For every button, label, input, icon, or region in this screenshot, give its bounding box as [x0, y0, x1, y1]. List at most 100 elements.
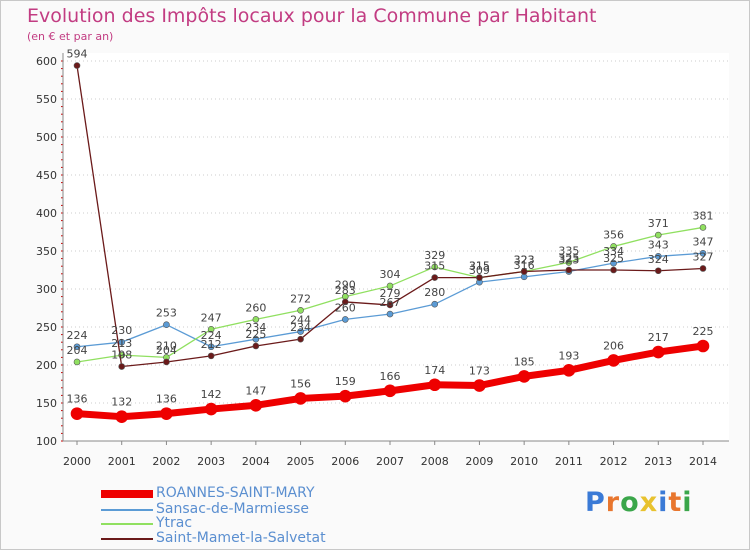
- data-label: 206: [603, 339, 624, 352]
- data-label: 381: [693, 209, 714, 222]
- data-point: [204, 402, 218, 416]
- data-point: [294, 392, 307, 405]
- data-point: [163, 358, 170, 366]
- data-point: [297, 306, 304, 314]
- data-point: [383, 384, 397, 398]
- y-tick-label: 350: [36, 245, 57, 258]
- chart-title: Evolution des Impôts locaux pour la Comm…: [27, 5, 597, 27]
- y-tick-label: 550: [36, 93, 57, 106]
- data-label: 253: [156, 307, 177, 320]
- data-label: 234: [290, 321, 311, 334]
- data-point: [562, 364, 576, 377]
- data-label: 260: [245, 301, 266, 314]
- data-point: [651, 345, 665, 359]
- data-label: 329: [424, 249, 445, 262]
- data-label: 267: [380, 296, 401, 309]
- y-tick-label: 100: [36, 435, 57, 448]
- data-point: [249, 398, 263, 412]
- data-label: 356: [603, 228, 624, 241]
- x-tick-label: 2010: [510, 455, 538, 468]
- data-label: 174: [424, 364, 445, 377]
- data-label: 142: [201, 388, 222, 401]
- logo-letter: i: [682, 487, 693, 518]
- x-tick-label: 2008: [421, 455, 449, 468]
- data-label: 371: [648, 217, 669, 230]
- data-label: 325: [603, 252, 624, 265]
- data-point: [70, 407, 84, 420]
- data-label: 166: [380, 370, 401, 383]
- data-point: [565, 259, 573, 266]
- data-point: [252, 316, 260, 323]
- data-point: [73, 62, 81, 69]
- data-point: [386, 310, 394, 318]
- x-tick-label: 2003: [197, 455, 225, 468]
- logo-letter: i: [658, 487, 669, 518]
- data-point: [386, 301, 394, 309]
- x-tick-label: 2013: [644, 455, 672, 468]
- legend-label-sansac: Sansac-de-Marmiesse: [156, 501, 310, 517]
- data-label: 343: [648, 238, 669, 251]
- y-tick-label: 400: [36, 207, 57, 220]
- data-label: 224: [201, 329, 222, 342]
- logo-letter: r: [605, 487, 621, 518]
- data-point: [699, 224, 707, 231]
- data-point: [73, 343, 81, 351]
- data-label: 193: [558, 349, 579, 362]
- data-point: [610, 243, 617, 250]
- data-label: 335: [558, 244, 579, 257]
- data-label: 210: [156, 339, 177, 352]
- y-tick-label: 500: [36, 131, 57, 144]
- data-point: [699, 249, 707, 257]
- y-tick-label: 150: [36, 397, 57, 410]
- data-point: [118, 363, 126, 370]
- data-point: [431, 263, 439, 271]
- data-point: [160, 407, 173, 420]
- data-point: [73, 358, 81, 366]
- data-point: [252, 342, 260, 350]
- data-label: 323: [558, 254, 579, 267]
- data-label: 173: [469, 365, 490, 378]
- legend-label-ytrac: Ytrac: [156, 515, 193, 531]
- x-tick-label: 2004: [242, 455, 270, 468]
- x-tick-label: 2007: [376, 455, 404, 468]
- data-label: 279: [380, 287, 401, 300]
- data-point: [431, 300, 439, 308]
- data-point: [476, 274, 483, 281]
- data-point: [428, 378, 442, 392]
- data-point: [341, 298, 349, 306]
- data-label: 204: [156, 344, 177, 357]
- data-point: [163, 321, 170, 329]
- data-point: [654, 231, 662, 239]
- data-label: 213: [111, 337, 132, 350]
- data-point: [696, 339, 710, 353]
- data-label: 327: [693, 250, 714, 263]
- x-tick-label: 2012: [600, 455, 628, 468]
- data-label: 323: [514, 254, 535, 267]
- legend-label-roannes: ROANNES-SAINT-MARY: [156, 485, 315, 501]
- x-tick-label: 2001: [108, 455, 136, 468]
- data-label: 594: [67, 48, 88, 61]
- data-label: 323: [514, 254, 535, 267]
- data-point: [297, 328, 304, 335]
- x-tick-label: 2006: [331, 455, 359, 468]
- logo-letter: t: [668, 487, 683, 518]
- data-point: [607, 354, 620, 367]
- data-point: [252, 335, 260, 343]
- proxiti-logo: Proxiti: [585, 487, 693, 518]
- legend-label-saint-mamet: Saint-Mamet-la-Salvetat: [156, 530, 326, 546]
- y-tick-label: 450: [36, 169, 57, 182]
- data-point: [207, 343, 215, 351]
- data-label: 315: [469, 260, 490, 273]
- data-label: 290: [335, 279, 356, 292]
- data-label: 272: [290, 292, 311, 305]
- data-label: 136: [67, 393, 88, 406]
- data-label: 347: [693, 235, 714, 248]
- data-label: 198: [111, 349, 132, 362]
- data-label: 132: [111, 396, 132, 409]
- data-label: 204: [67, 344, 88, 357]
- data-point: [565, 266, 573, 274]
- data-label: 156: [290, 377, 311, 390]
- legend-swatch-roannes: [101, 490, 153, 498]
- data-point: [338, 389, 352, 403]
